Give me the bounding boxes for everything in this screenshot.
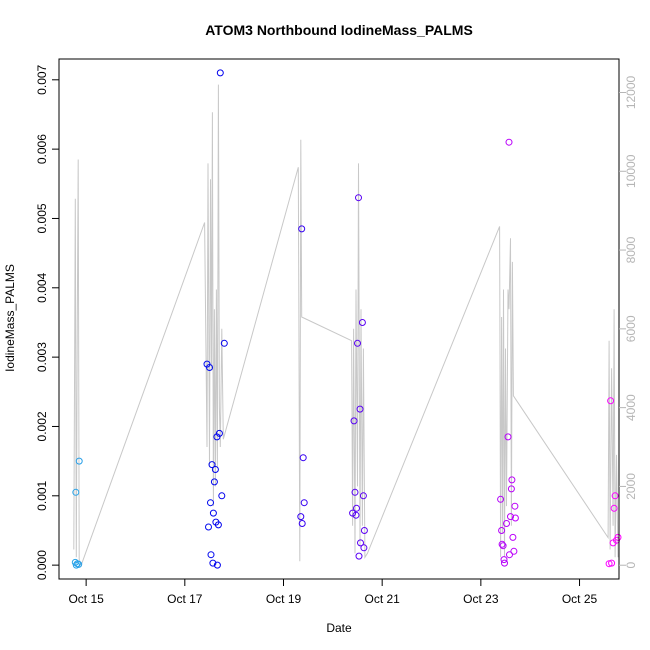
data-point	[300, 499, 308, 507]
y-tick-label: 0.006	[35, 134, 49, 164]
plot-frame	[58, 58, 620, 580]
data-point	[511, 514, 519, 522]
y-tick-label: 0.005	[35, 203, 49, 233]
axes: Oct 15 Oct 17 Oct 19 Oct 21 Oct 23 Oct 25 0.00…	[35, 64, 638, 606]
data-point	[351, 488, 359, 496]
data-point	[218, 492, 226, 500]
data-point	[501, 559, 508, 567]
plot-content	[71, 69, 622, 569]
data-point	[220, 339, 228, 347]
x-tick-label: Oct 17	[167, 592, 203, 606]
data-point	[506, 551, 513, 559]
data-point	[207, 499, 214, 507]
data-point	[206, 364, 213, 371]
data-point	[608, 559, 616, 567]
data-point	[213, 561, 221, 569]
data-point	[610, 504, 618, 512]
data-point	[298, 225, 306, 233]
data-point	[359, 492, 367, 500]
data-point	[614, 533, 622, 541]
y-tick-label: 0.004	[35, 272, 49, 302]
data-point	[509, 533, 517, 541]
x-tick-label: Oct 15	[68, 592, 104, 606]
data-point	[207, 551, 215, 559]
data-point	[299, 454, 307, 462]
data-point	[297, 513, 305, 521]
altitude-line	[73, 84, 619, 567]
data-point	[298, 520, 306, 527]
data-point	[354, 339, 361, 347]
data-point	[499, 542, 507, 550]
data-point	[360, 527, 368, 534]
y-tick-label: 0.001	[35, 480, 49, 510]
data-point	[498, 540, 506, 548]
x-tick-label: Oct 21	[364, 592, 400, 606]
data-point	[498, 527, 506, 534]
data-point	[505, 138, 513, 146]
y2-tick-label: 10000	[624, 154, 638, 188]
data-point	[357, 539, 364, 547]
data-point	[611, 492, 619, 500]
data-point	[205, 523, 212, 531]
y2-tick-label: 12000	[624, 75, 638, 109]
data-point	[508, 476, 516, 484]
data-point	[209, 559, 217, 567]
data-point	[355, 552, 363, 560]
y2-tick-label: 8000	[624, 236, 638, 263]
data-point	[216, 69, 224, 77]
data-point	[497, 495, 505, 503]
data-point	[356, 405, 364, 413]
y2-tick-label: 0	[624, 562, 638, 569]
data-point	[503, 520, 510, 527]
x-tick-label: Oct 19	[266, 592, 302, 606]
y-axis-label: IodineMass_PALMS	[3, 264, 17, 372]
data-point	[349, 509, 357, 517]
data-point	[210, 478, 218, 486]
data-point	[504, 433, 512, 441]
y-tick-label: 0.003	[35, 342, 49, 372]
data-point	[607, 397, 615, 405]
data-point	[72, 488, 80, 496]
data-point	[215, 429, 223, 437]
data-point	[511, 502, 519, 510]
y2-tick-label: 4000	[624, 394, 638, 421]
data-point	[350, 417, 358, 425]
data-point	[214, 521, 222, 529]
data-point	[507, 485, 515, 493]
data-point	[353, 504, 360, 512]
data-point	[510, 547, 518, 555]
data-point	[208, 461, 216, 469]
data-point	[358, 319, 366, 326]
x-tick-label: Oct 23	[463, 592, 499, 606]
y2-tick-label: 2000	[624, 473, 638, 500]
data-point	[500, 556, 508, 564]
data-point	[75, 457, 83, 465]
data-point	[352, 511, 360, 519]
y-tick-label: 0.007	[35, 64, 49, 94]
x-tick-label: Oct 25	[562, 592, 598, 606]
data-point	[507, 513, 514, 521]
y2-tick-label: 6000	[624, 315, 638, 342]
data-point	[211, 466, 219, 473]
data-point	[355, 194, 362, 202]
chart-title: ATOM3 Northbound IodineMass_PALMS	[205, 22, 473, 38]
y-tick-label: 0.000	[35, 550, 49, 580]
data-point	[209, 509, 217, 517]
y-tick-label: 0.002	[35, 411, 49, 441]
data-point	[75, 560, 83, 568]
x-axis-label: Date	[326, 621, 352, 635]
data-point	[360, 544, 368, 552]
